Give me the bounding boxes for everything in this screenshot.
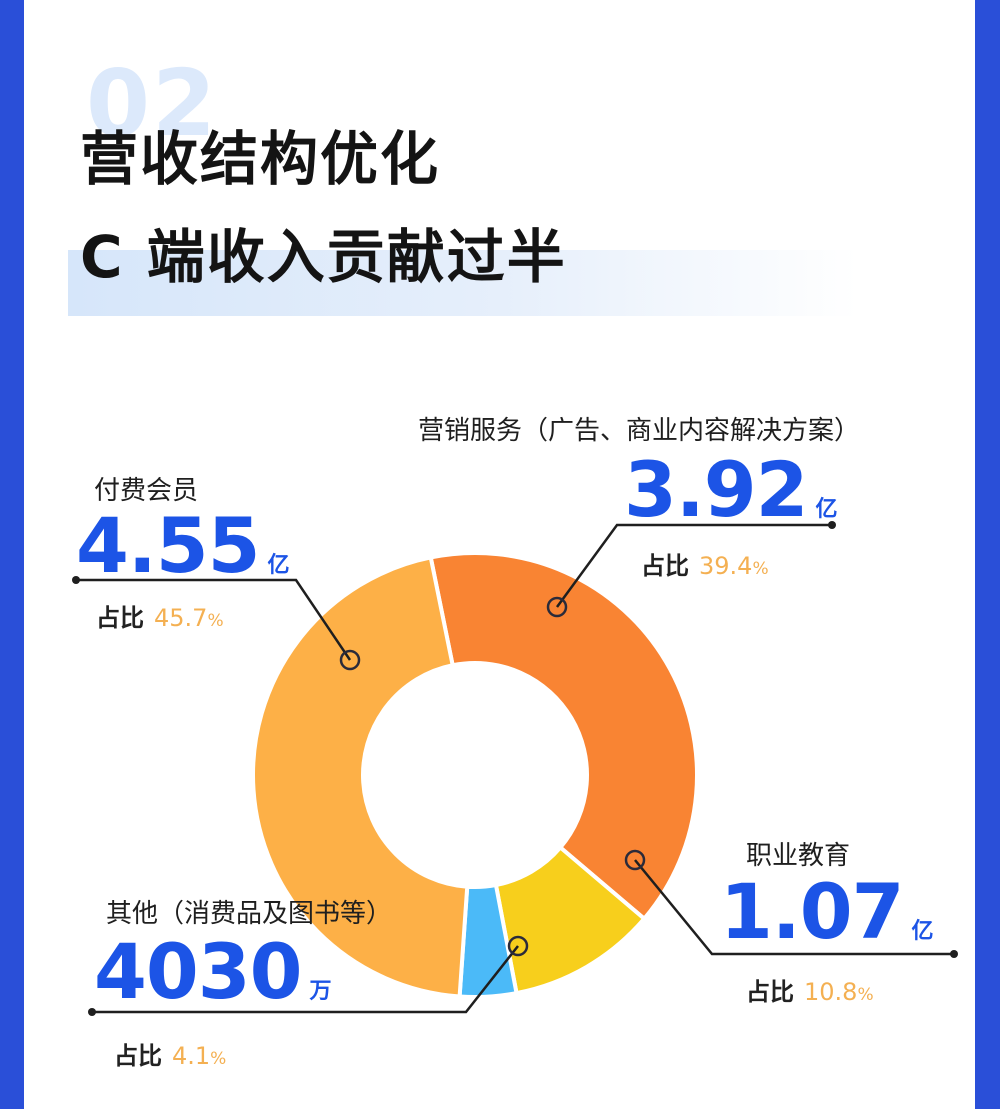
leader-marketing-marker bbox=[546, 596, 568, 618]
share-label: 占比 bbox=[746, 978, 794, 1006]
slice-marketing bbox=[428, 551, 699, 922]
leader-education-end-dot bbox=[950, 950, 958, 958]
slice-share-other: 占比 4.1% bbox=[114, 1036, 226, 1071]
leader-other-line bbox=[92, 945, 519, 1014]
share-value: 4.1 bbox=[172, 1042, 211, 1070]
leader-membership-end-dot bbox=[72, 576, 80, 584]
value-number: 4.55 bbox=[76, 501, 261, 590]
share-value: 10.8 bbox=[804, 978, 858, 1006]
leader-marketing-line bbox=[555, 523, 832, 608]
slice-share-marketing: 占比 39.4% bbox=[641, 546, 769, 581]
share-label: 占比 bbox=[96, 604, 144, 632]
leader-education-line bbox=[634, 859, 954, 956]
slice-label-membership: 付费会员 bbox=[94, 476, 199, 506]
share-label: 占比 bbox=[641, 552, 689, 580]
infographic-page: 02 营收结构优化 C 端收入贡献过半 营销服务（广告、商业内容解决方案） 3.… bbox=[24, 0, 975, 1109]
percent-sign: % bbox=[752, 559, 769, 579]
share-value: 45.7 bbox=[154, 604, 208, 632]
slice-value-education: 1.07 亿 bbox=[720, 874, 934, 950]
leader-other-marker bbox=[507, 935, 529, 957]
slice-membership bbox=[251, 555, 470, 999]
leader-marketing-end-dot bbox=[828, 521, 836, 529]
slice-value-other: 4030 万 bbox=[94, 934, 332, 1010]
value-unit: 亿 bbox=[267, 553, 290, 578]
page-title-line2: C 端收入贡献过半 bbox=[80, 223, 567, 291]
slice-share-education: 占比 10.8% bbox=[746, 972, 874, 1007]
value-number: 4030 bbox=[94, 927, 303, 1016]
slice-label-education: 职业教育 bbox=[746, 841, 851, 871]
slice-value-marketing: 3.92 亿 bbox=[624, 452, 838, 528]
share-label: 占比 bbox=[114, 1042, 162, 1070]
percent-sign: % bbox=[210, 1049, 227, 1069]
percent-sign: % bbox=[857, 985, 874, 1005]
percent-sign: % bbox=[207, 611, 224, 631]
page-title-line1: 营收结构优化 bbox=[80, 125, 441, 193]
leader-other-end-dot bbox=[88, 1008, 96, 1016]
value-unit: 亿 bbox=[815, 497, 838, 522]
leader-membership-marker bbox=[339, 649, 361, 671]
value-unit: 万 bbox=[309, 979, 332, 1004]
donut-chart bbox=[72, 521, 958, 1016]
value-number: 1.07 bbox=[720, 867, 905, 956]
section-number: 02 bbox=[86, 50, 219, 157]
leader-education-marker bbox=[624, 849, 646, 871]
title-highlight-band bbox=[68, 250, 858, 316]
slice-label-other: 其他（消费品及图书等） bbox=[106, 899, 393, 929]
slice-label-marketing: 营销服务（广告、商业内容解决方案） bbox=[418, 416, 861, 446]
leader-membership-line bbox=[76, 578, 352, 661]
share-value: 39.4 bbox=[699, 552, 753, 580]
value-unit: 亿 bbox=[911, 919, 934, 944]
value-number: 3.92 bbox=[624, 445, 809, 534]
slice-value-membership: 4.55 亿 bbox=[76, 508, 290, 584]
slice-share-membership: 占比 45.7% bbox=[96, 598, 224, 633]
